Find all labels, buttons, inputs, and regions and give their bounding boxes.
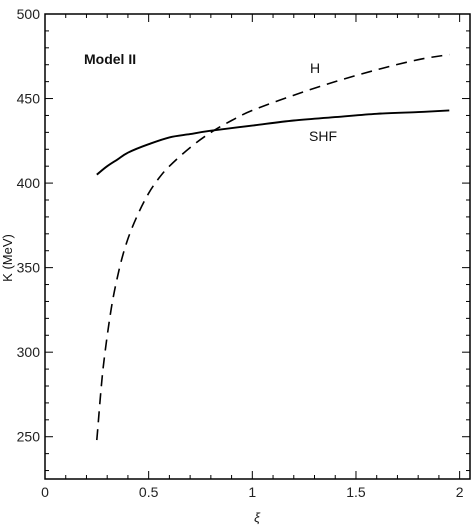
- series-label-h: H: [310, 60, 320, 76]
- series-line-shf: [96, 109, 450, 176]
- x-axis-label: ξ: [254, 510, 261, 525]
- plot-frame: [44, 13, 471, 480]
- model-annotation: Model II: [84, 51, 136, 67]
- x-tick-label: 0: [41, 484, 49, 500]
- y-tick-label: 400: [17, 175, 41, 191]
- x-tick-label: 1: [248, 484, 256, 500]
- y-axis-label: K (MeV): [0, 234, 15, 282]
- y-tick-label: 450: [17, 91, 41, 107]
- tick-labels: 0 0.5 1 1.5 2 250 300 350 400 450 500: [17, 6, 464, 500]
- ticks: [44, 13, 470, 479]
- series-label-shf: SHF: [309, 128, 337, 144]
- series-line-h: [96, 53, 450, 441]
- y-tick-label: 500: [17, 6, 41, 22]
- y-tick-label: 350: [17, 260, 41, 276]
- series-lines: [96, 53, 450, 441]
- x-tick-label: 0.5: [139, 484, 159, 500]
- y-tick-label: 300: [17, 344, 41, 360]
- y-tick-label: 250: [17, 429, 41, 445]
- x-tick-label: 2: [456, 484, 464, 500]
- x-tick-label: 1.5: [346, 484, 366, 500]
